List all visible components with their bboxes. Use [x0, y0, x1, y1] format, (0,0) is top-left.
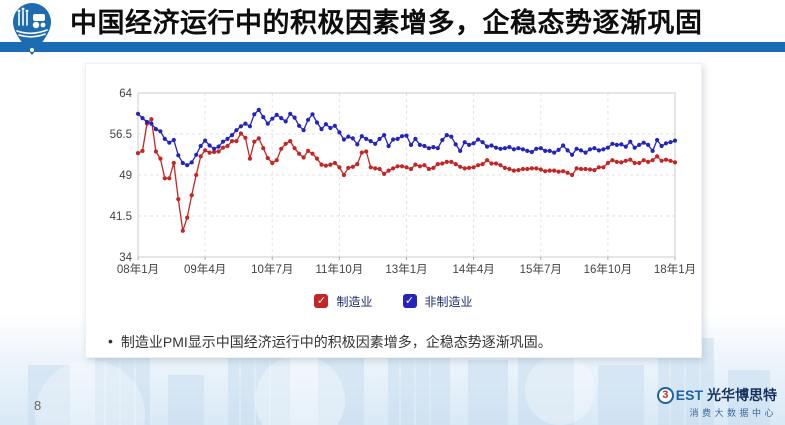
x-axis-tick-label: 09年4月 — [184, 262, 226, 276]
chart-panel: 34 41.5 49 56.5 64 08年1月 09年4月 10年7月 11年10月 13年1月… — [85, 63, 702, 358]
page-number: 8 — [34, 398, 42, 413]
brand-est-text: EST — [675, 387, 703, 403]
chart-legend: ✓ 制造业 ✓ 非制造业 — [86, 292, 701, 310]
bullet-text: 制造业PMI显示中国经济运行中的积极因素增多，企稳态势逐渐巩固。 — [120, 334, 552, 350]
header-accent-bar — [0, 42, 785, 52]
legend-item-non-manufacturing[interactable]: ✓ 非制造业 — [402, 293, 473, 310]
x-axis-tick-label: 10年7月 — [251, 262, 293, 276]
footer-logo: 3 EST 光华博思特 消费大数据中心 — [656, 385, 777, 419]
x-axis-tick-label: 16年10月 — [584, 262, 633, 276]
pmi-line-chart: 34 41.5 49 56.5 64 08年1月 09年4月 10年7月 11年10月 13年1月… — [110, 88, 696, 276]
non-manufacturing-checkbox-icon[interactable]: ✓ — [402, 294, 417, 308]
page-title: 中国经济运行中的积极因素增多，企稳态势逐渐巩固 — [70, 8, 703, 38]
x-axis-tick-label: 13年1月 — [385, 262, 427, 276]
company-pin-logo-icon — [13, 3, 51, 55]
legend-item-manufacturing[interactable]: ✓ 制造业 — [314, 293, 373, 310]
x-axis-tick-label: 15年7月 — [520, 262, 562, 276]
x-axis-tick-label: 08年1月 — [117, 262, 159, 276]
bullet-icon: • — [108, 333, 113, 349]
x-axis-tick-label: 11年10月 — [316, 262, 364, 276]
y-axis-tick-label: 41.5 — [110, 211, 132, 223]
y-axis-tick-label: 49 — [119, 170, 132, 182]
x-axis-tick-label: 18年1月 — [654, 262, 696, 276]
x-axis-tick-label: 14年4月 — [453, 262, 495, 276]
y-axis-tick-label: 34 — [119, 252, 132, 264]
y-axis-tick-label: 64 — [119, 88, 132, 100]
y-axis-tick-label: 56.5 — [110, 129, 132, 141]
best-logo-icon: 3 — [656, 386, 674, 404]
brand-subtitle: 消费大数据中心 — [689, 408, 777, 418]
manufacturing-checkbox-icon[interactable]: ✓ — [314, 294, 329, 308]
brand-name-text: 光华博思特 — [707, 387, 777, 403]
legend-label: 非制造业 — [424, 294, 473, 309]
bullet-line: • 制造业PMI显示中国经济运行中的积极因素增多，企稳态势逐渐巩固。 — [108, 332, 688, 352]
legend-label: 制造业 — [336, 294, 373, 309]
